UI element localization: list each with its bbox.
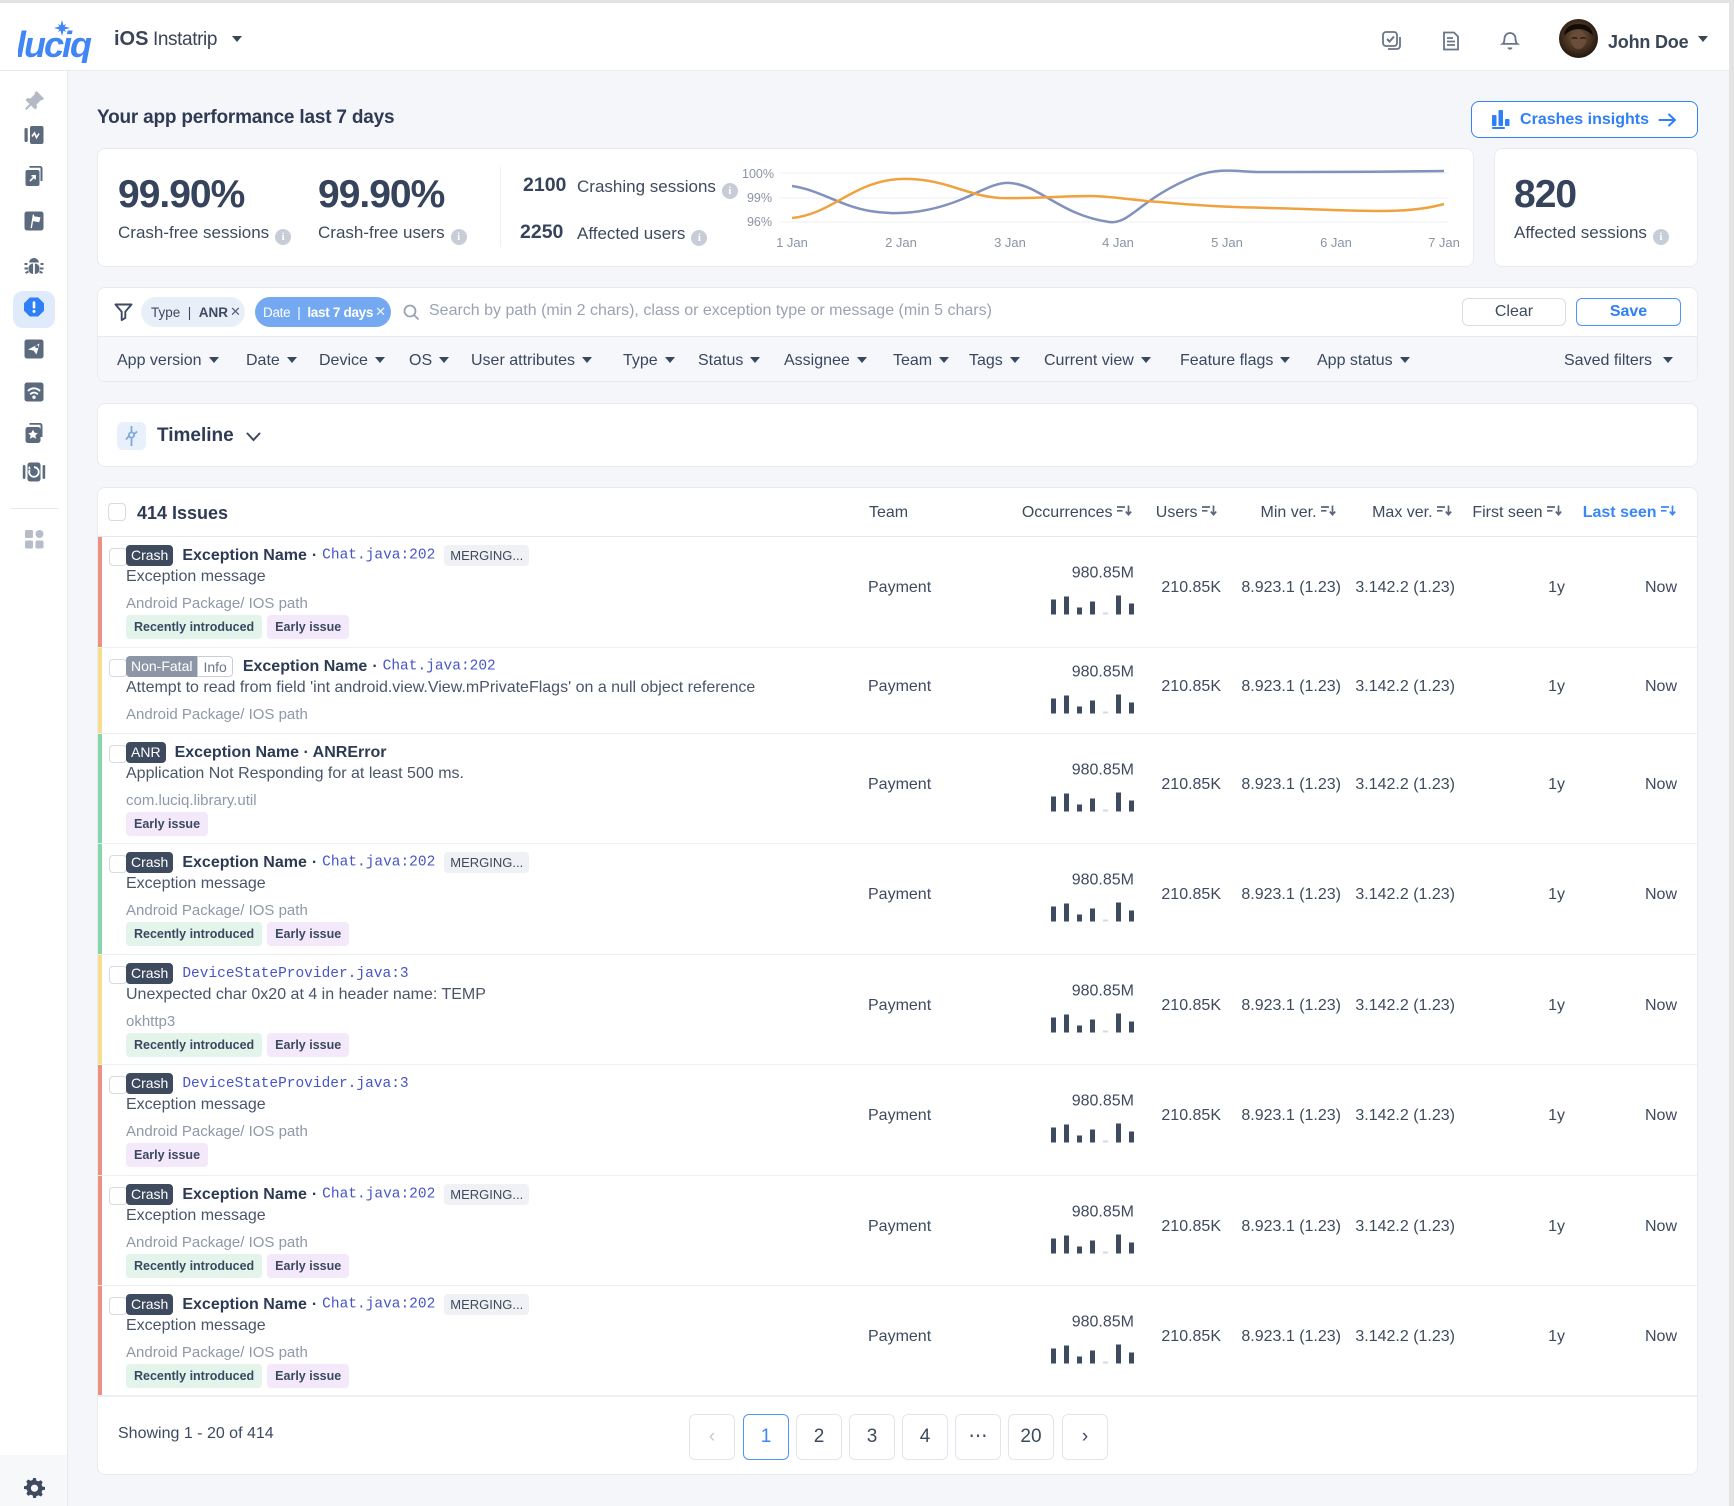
svg-text:luciq: luciq bbox=[18, 24, 92, 63]
